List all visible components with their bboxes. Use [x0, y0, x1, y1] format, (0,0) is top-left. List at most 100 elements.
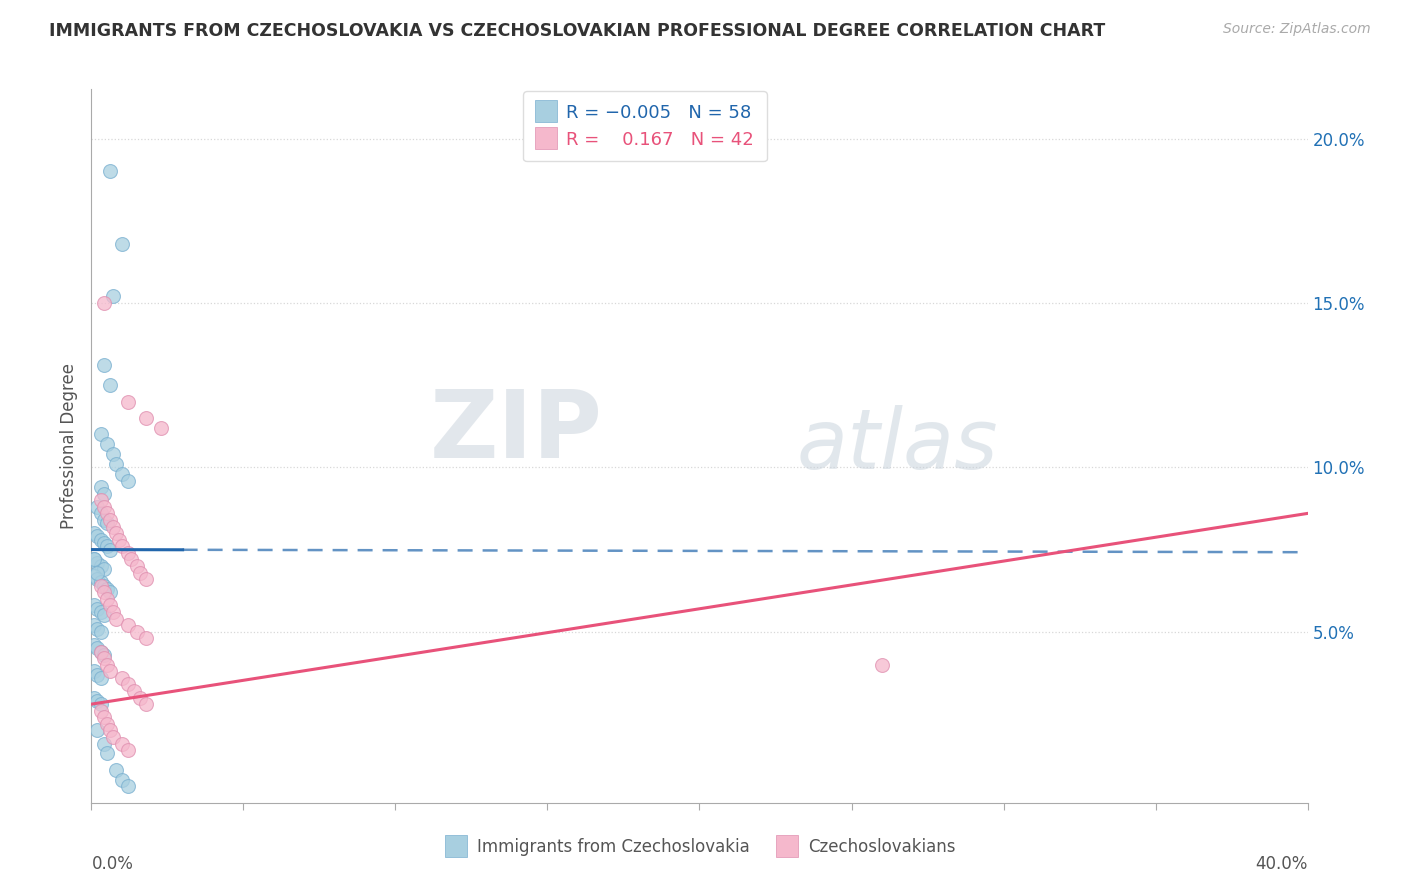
Point — [111, 467, 134, 481]
Point — [96, 539, 118, 553]
Point — [93, 585, 115, 599]
Y-axis label: Professional Degree: Professional Degree — [59, 363, 77, 529]
Text: atlas: atlas — [797, 406, 998, 486]
Point — [135, 572, 157, 586]
Point — [93, 710, 115, 724]
Point — [117, 546, 139, 560]
Point — [86, 572, 108, 586]
Point — [117, 743, 139, 757]
Point — [96, 591, 118, 606]
Point — [98, 665, 121, 679]
Point — [101, 519, 124, 533]
Point — [86, 622, 108, 636]
Point — [89, 575, 111, 590]
Point — [89, 480, 111, 494]
Point — [93, 648, 115, 662]
Point — [111, 737, 134, 751]
Point — [107, 533, 129, 547]
Point — [104, 526, 127, 541]
Point — [83, 569, 105, 583]
Point — [89, 644, 111, 658]
Point — [89, 533, 111, 547]
Point — [104, 457, 127, 471]
Point — [83, 526, 105, 541]
Point — [86, 556, 108, 570]
Point — [93, 651, 115, 665]
Point — [135, 411, 157, 425]
Point — [120, 552, 142, 566]
Point — [98, 599, 121, 613]
Point — [117, 618, 139, 632]
Point — [93, 296, 115, 310]
Point — [98, 513, 121, 527]
Point — [111, 236, 134, 251]
Point — [86, 601, 108, 615]
Point — [870, 657, 893, 672]
Point — [89, 624, 111, 639]
Point — [93, 562, 115, 576]
Point — [83, 618, 105, 632]
Point — [86, 667, 108, 681]
Point — [83, 690, 105, 705]
Point — [86, 694, 108, 708]
Point — [117, 780, 139, 794]
Point — [117, 474, 139, 488]
Text: Source: ZipAtlas.com: Source: ZipAtlas.com — [1223, 22, 1371, 37]
Point — [83, 665, 105, 679]
Point — [135, 697, 157, 711]
Point — [96, 747, 118, 761]
Point — [96, 657, 118, 672]
Text: IMMIGRANTS FROM CZECHOSLOVAKIA VS CZECHOSLOVAKIAN PROFESSIONAL DEGREE CORRELATIO: IMMIGRANTS FROM CZECHOSLOVAKIA VS CZECHO… — [49, 22, 1105, 40]
Point — [89, 704, 111, 718]
Point — [125, 624, 148, 639]
Point — [93, 579, 115, 593]
Text: 0.0%: 0.0% — [91, 855, 134, 873]
Point — [93, 486, 115, 500]
Point — [96, 437, 118, 451]
Point — [83, 638, 105, 652]
Point — [93, 737, 115, 751]
Point — [101, 447, 124, 461]
Point — [111, 772, 134, 787]
Point — [93, 608, 115, 623]
Point — [86, 529, 108, 543]
Point — [129, 566, 152, 580]
Text: 40.0%: 40.0% — [1256, 855, 1308, 873]
Point — [150, 421, 173, 435]
Point — [93, 536, 115, 550]
Point — [98, 378, 121, 392]
Point — [89, 605, 111, 619]
Point — [98, 542, 121, 557]
Point — [96, 582, 118, 596]
Point — [89, 671, 111, 685]
Point — [93, 500, 115, 514]
Point — [83, 552, 105, 566]
Point — [129, 690, 152, 705]
Point — [89, 493, 111, 508]
Point — [86, 566, 108, 580]
Point — [89, 644, 111, 658]
Point — [96, 507, 118, 521]
Point — [135, 632, 157, 646]
Point — [111, 671, 134, 685]
Point — [89, 697, 111, 711]
Point — [86, 723, 108, 738]
Point — [98, 585, 121, 599]
Point — [125, 559, 148, 574]
Point — [111, 539, 134, 553]
Point — [89, 507, 111, 521]
Point — [117, 394, 139, 409]
Point — [101, 730, 124, 744]
Point — [83, 552, 105, 566]
Point — [98, 164, 121, 178]
Point — [117, 677, 139, 691]
Point — [104, 612, 127, 626]
Text: ZIP: ZIP — [429, 385, 602, 478]
Point — [93, 513, 115, 527]
Point — [86, 641, 108, 656]
Point — [93, 359, 115, 373]
Point — [89, 579, 111, 593]
Point — [122, 684, 145, 698]
Point — [83, 599, 105, 613]
Point — [86, 500, 108, 514]
